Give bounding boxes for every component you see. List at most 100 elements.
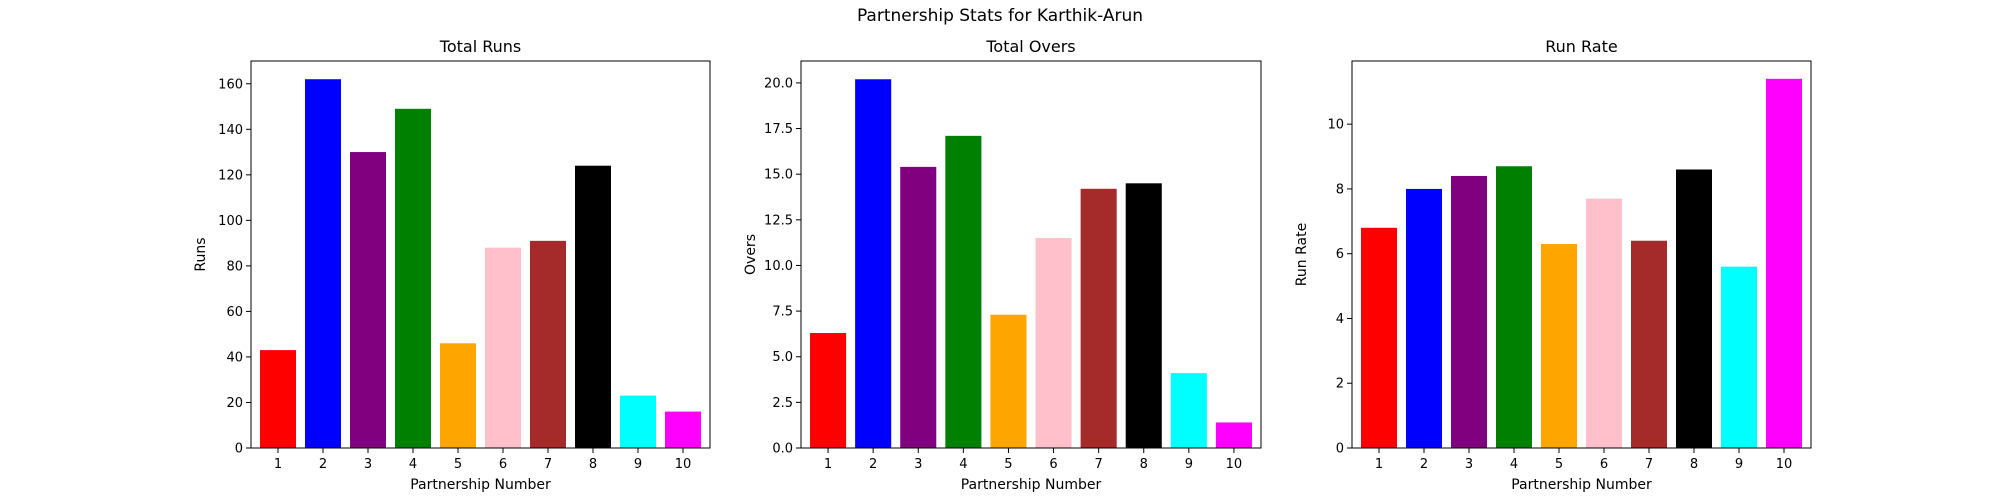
bar-5 [990, 314, 1027, 448]
y-tick-label: 2.5 [772, 396, 793, 411]
bar-5 [1541, 243, 1577, 448]
y-tick-label: 6 [1336, 247, 1344, 262]
bar-3 [1451, 175, 1487, 448]
bar-10 [1766, 78, 1802, 449]
x-tick-label: 5 [454, 457, 462, 472]
x-tick-label: 9 [1735, 457, 1743, 472]
y-tick-label: 140 [218, 123, 243, 138]
y-axis-label: Overs [743, 234, 759, 275]
y-tick-label: 160 [218, 77, 243, 92]
bar-6 [1586, 198, 1622, 448]
bar-1 [1361, 227, 1397, 448]
y-tick-label: 17.5 [764, 122, 793, 137]
bar-2 [855, 79, 892, 449]
x-tick-label: 7 [544, 457, 552, 472]
x-tick-label: 2 [319, 457, 327, 472]
bar-6 [1035, 238, 1072, 448]
panel-title: Total Runs [439, 37, 521, 56]
x-tick-label: 1 [274, 457, 282, 472]
bar-3 [900, 166, 937, 448]
x-tick-label: 6 [1049, 457, 1057, 472]
y-axis-label: Runs [193, 237, 209, 271]
x-tick-label: 4 [409, 457, 417, 472]
axes-frame [800, 60, 1262, 449]
bar-2 [305, 79, 341, 448]
bar-1 [810, 332, 847, 448]
x-tick-label: 2 [1420, 457, 1428, 472]
y-tick-label: 2 [1336, 377, 1344, 392]
x-tick-label: 10 [675, 457, 692, 472]
bar-1 [260, 350, 296, 448]
y-tick-label: 0.0 [772, 442, 793, 457]
chart-panel-2: 1 2 3 4 5 6 7 8 9 10 0.0 2.5 5.0 7.5 10.0 12.5 15.0 17.5 2… [743, 37, 1262, 493]
x-axis-label: Partnership Number [410, 477, 551, 493]
x-tick-label: 4 [1510, 457, 1518, 472]
bar-7 [1631, 240, 1667, 448]
y-tick-label: 10.0 [764, 259, 793, 274]
figure-title: Partnership Stats for Karthik-Arun [856, 6, 1144, 26]
bar-9 [1170, 373, 1207, 448]
bar-10 [665, 411, 701, 448]
x-tick-label: 8 [1140, 457, 1148, 472]
bar-8 [1125, 183, 1162, 448]
y-axis-label: Run Rate [1294, 223, 1310, 286]
bar-2 [1406, 188, 1442, 448]
y-tick-label: 20.0 [764, 76, 793, 91]
x-tick-label: 10 [1776, 457, 1793, 472]
x-tick-label: 10 [1226, 457, 1243, 472]
y-tick-label: 7.5 [772, 305, 793, 320]
x-tick-label: 1 [1375, 457, 1383, 472]
y-tick-label: 8 [1336, 182, 1344, 197]
x-tick-label: 7 [1095, 457, 1103, 472]
bar-7 [530, 240, 566, 448]
y-tick-label: 40 [226, 350, 243, 365]
y-tick-label: 120 [218, 168, 243, 183]
bar-3 [350, 152, 386, 448]
bar-4 [945, 135, 982, 448]
bar-9 [1721, 266, 1757, 448]
y-tick-label: 0 [235, 442, 243, 457]
x-tick-label: 9 [634, 457, 642, 472]
bar-5 [440, 343, 476, 448]
x-tick-label: 6 [1600, 457, 1608, 472]
bar-8 [575, 165, 611, 448]
y-tick-label: 60 [226, 305, 243, 320]
bar-4 [1496, 166, 1532, 449]
y-tick-label: 5.0 [772, 350, 793, 365]
x-axis-label: Partnership Number [961, 477, 1102, 493]
y-tick-label: 4 [1336, 312, 1344, 327]
x-tick-label: 9 [1185, 457, 1193, 472]
bar-10 [1215, 422, 1252, 448]
x-tick-label: 6 [499, 457, 507, 472]
x-tick-label: 8 [1690, 457, 1698, 472]
y-tick-label: 80 [226, 259, 243, 274]
panel-title: Total Overs [985, 37, 1075, 56]
y-tick-label: 15.0 [764, 168, 793, 183]
x-tick-label: 1 [824, 457, 832, 472]
axes-frame [1351, 60, 1812, 449]
panel-title: Run Rate [1545, 37, 1617, 56]
x-tick-label: 3 [1465, 457, 1473, 472]
y-tick-label: 12.5 [764, 213, 793, 228]
x-axis-label: Partnership Number [1511, 477, 1652, 493]
x-tick-label: 7 [1645, 457, 1653, 472]
bar-4 [395, 108, 431, 449]
y-tick-label: 10 [1327, 118, 1344, 133]
bar-9 [620, 395, 656, 448]
y-tick-label: 20 [226, 396, 243, 411]
x-tick-label: 4 [959, 457, 967, 472]
bar-8 [1676, 169, 1712, 448]
x-tick-label: 5 [1555, 457, 1563, 472]
x-tick-label: 3 [364, 457, 372, 472]
x-tick-label: 8 [589, 457, 597, 472]
x-tick-label: 2 [869, 457, 877, 472]
x-tick-label: 5 [1004, 457, 1012, 472]
bar-6 [485, 247, 521, 448]
y-tick-label: 100 [218, 214, 243, 229]
y-tick-label: 0 [1336, 442, 1344, 457]
x-tick-label: 3 [914, 457, 922, 472]
axes-frame [250, 60, 711, 449]
